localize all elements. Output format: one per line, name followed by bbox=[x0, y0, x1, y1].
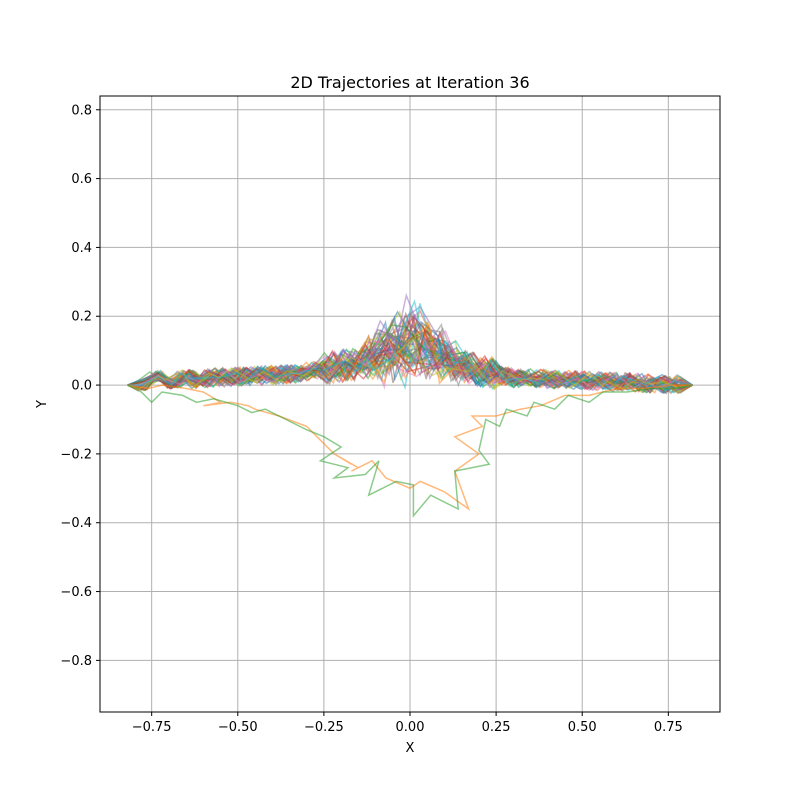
x-tick-label: −0.50 bbox=[218, 720, 258, 735]
y-tick-label: −0.2 bbox=[60, 447, 92, 462]
x-tick-label: 0.50 bbox=[568, 720, 597, 735]
outlier-trajectory-line bbox=[127, 384, 693, 512]
y-axis-label: Y bbox=[35, 400, 50, 409]
x-tick-label: −0.25 bbox=[304, 720, 344, 735]
x-axis-label: X bbox=[406, 741, 415, 756]
grid-lines bbox=[100, 96, 720, 712]
x-tick-label: 0.00 bbox=[396, 720, 425, 735]
x-tick-label: 0.75 bbox=[654, 720, 683, 735]
x-tick-label: −0.75 bbox=[132, 720, 172, 735]
outlier-trajectory-line bbox=[127, 384, 693, 518]
y-tick-label: −0.8 bbox=[60, 654, 92, 669]
y-tick-label: 0.4 bbox=[71, 241, 92, 256]
y-tick-label: −0.6 bbox=[60, 585, 92, 600]
x-tick-label: 0.25 bbox=[482, 720, 511, 735]
y-tick-label: 0.8 bbox=[71, 103, 92, 118]
trajectory-line bbox=[127, 334, 693, 394]
y-tick-label: −0.4 bbox=[60, 516, 92, 531]
plot-area bbox=[127, 292, 693, 518]
trajectory-line bbox=[127, 329, 693, 390]
trajectory-line bbox=[127, 299, 693, 393]
y-tick-label: 0.0 bbox=[71, 379, 92, 394]
y-tick-label: 0.2 bbox=[71, 310, 92, 325]
y-tick-label: 0.6 bbox=[71, 172, 92, 187]
trajectory-line bbox=[127, 320, 693, 394]
chart-title: 2D Trajectories at Iteration 36 bbox=[290, 73, 529, 92]
trajectory-line bbox=[127, 329, 693, 392]
axis-ticks: −0.75 −0.50 −0.25 0.00 0.25 0.50 0.75 0.8 0.6 0.4… bbox=[60, 103, 682, 735]
